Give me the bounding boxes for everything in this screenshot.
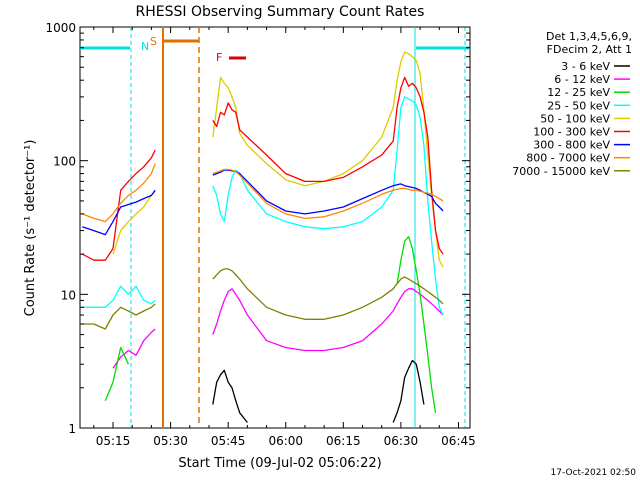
x-tick-label: 05:30 [153, 434, 188, 448]
legend-label: 300 - 800 keV [533, 139, 610, 152]
flare-flag-label: F [216, 51, 222, 64]
night-flag-label: N [141, 40, 149, 53]
series-line [81, 76, 444, 261]
series-line [112, 288, 444, 369]
series-line [82, 163, 444, 223]
legend-label: 25 - 50 keV [547, 99, 610, 112]
x-tick-label: 06:00 [268, 434, 303, 448]
legend-label: 100 - 300 keV [533, 126, 610, 139]
axes: 05:15 05:30 05:45 06:00 06:15 06:30 06:45 1 10 10… [45, 21, 475, 448]
legend-label: 3 - 6 keV [561, 60, 610, 73]
legend-label: 12 - 25 keV [547, 86, 610, 99]
saa-flag-label: S [150, 35, 157, 48]
y-tick-label: 1000 [45, 21, 76, 35]
x-tick-label: 05:45 [211, 434, 246, 448]
y-tick-label: 100 [53, 155, 76, 169]
legend-label: 7000 - 15000 keV [512, 165, 610, 178]
footer-timestamp: 17-Oct-2021 02:50 [551, 468, 637, 478]
series-line [82, 268, 444, 330]
mode-overlays: N S F [80, 27, 470, 428]
plot-area [79, 26, 471, 429]
legend-header-line: Det 1,3,4,5,6,9, [546, 30, 632, 43]
x-axis-label: Start Time (09-Jul-02 05:06:22) [178, 456, 381, 471]
series-layer [81, 51, 444, 423]
series-line [104, 236, 437, 413]
legend-header: Det 1,3,4,5,6,9, FDecim 2, Att 1 [546, 30, 632, 56]
series-line [212, 359, 425, 423]
plot-frame [79, 26, 471, 429]
y-axis-label: Count Rate (s⁻¹ detector⁻¹) [23, 140, 38, 317]
x-tick-label: 06:15 [326, 434, 361, 448]
chart-title: RHESSI Observing Summary Count Rates [136, 4, 425, 20]
legend-header-line: FDecim 2, Att 1 [547, 43, 632, 56]
series-line [82, 96, 444, 316]
legend-label: 6 - 12 keV [554, 73, 610, 86]
legend-label: 50 - 100 keV [540, 112, 610, 125]
x-tick-label: 06:30 [384, 434, 419, 448]
x-tick-label: 06:45 [441, 434, 476, 448]
y-tick-label: 10 [61, 288, 76, 302]
y-tick-label: 1 [68, 422, 76, 436]
legend-label: 800 - 7000 keV [526, 152, 610, 165]
x-tick-label: 05:15 [96, 434, 131, 448]
